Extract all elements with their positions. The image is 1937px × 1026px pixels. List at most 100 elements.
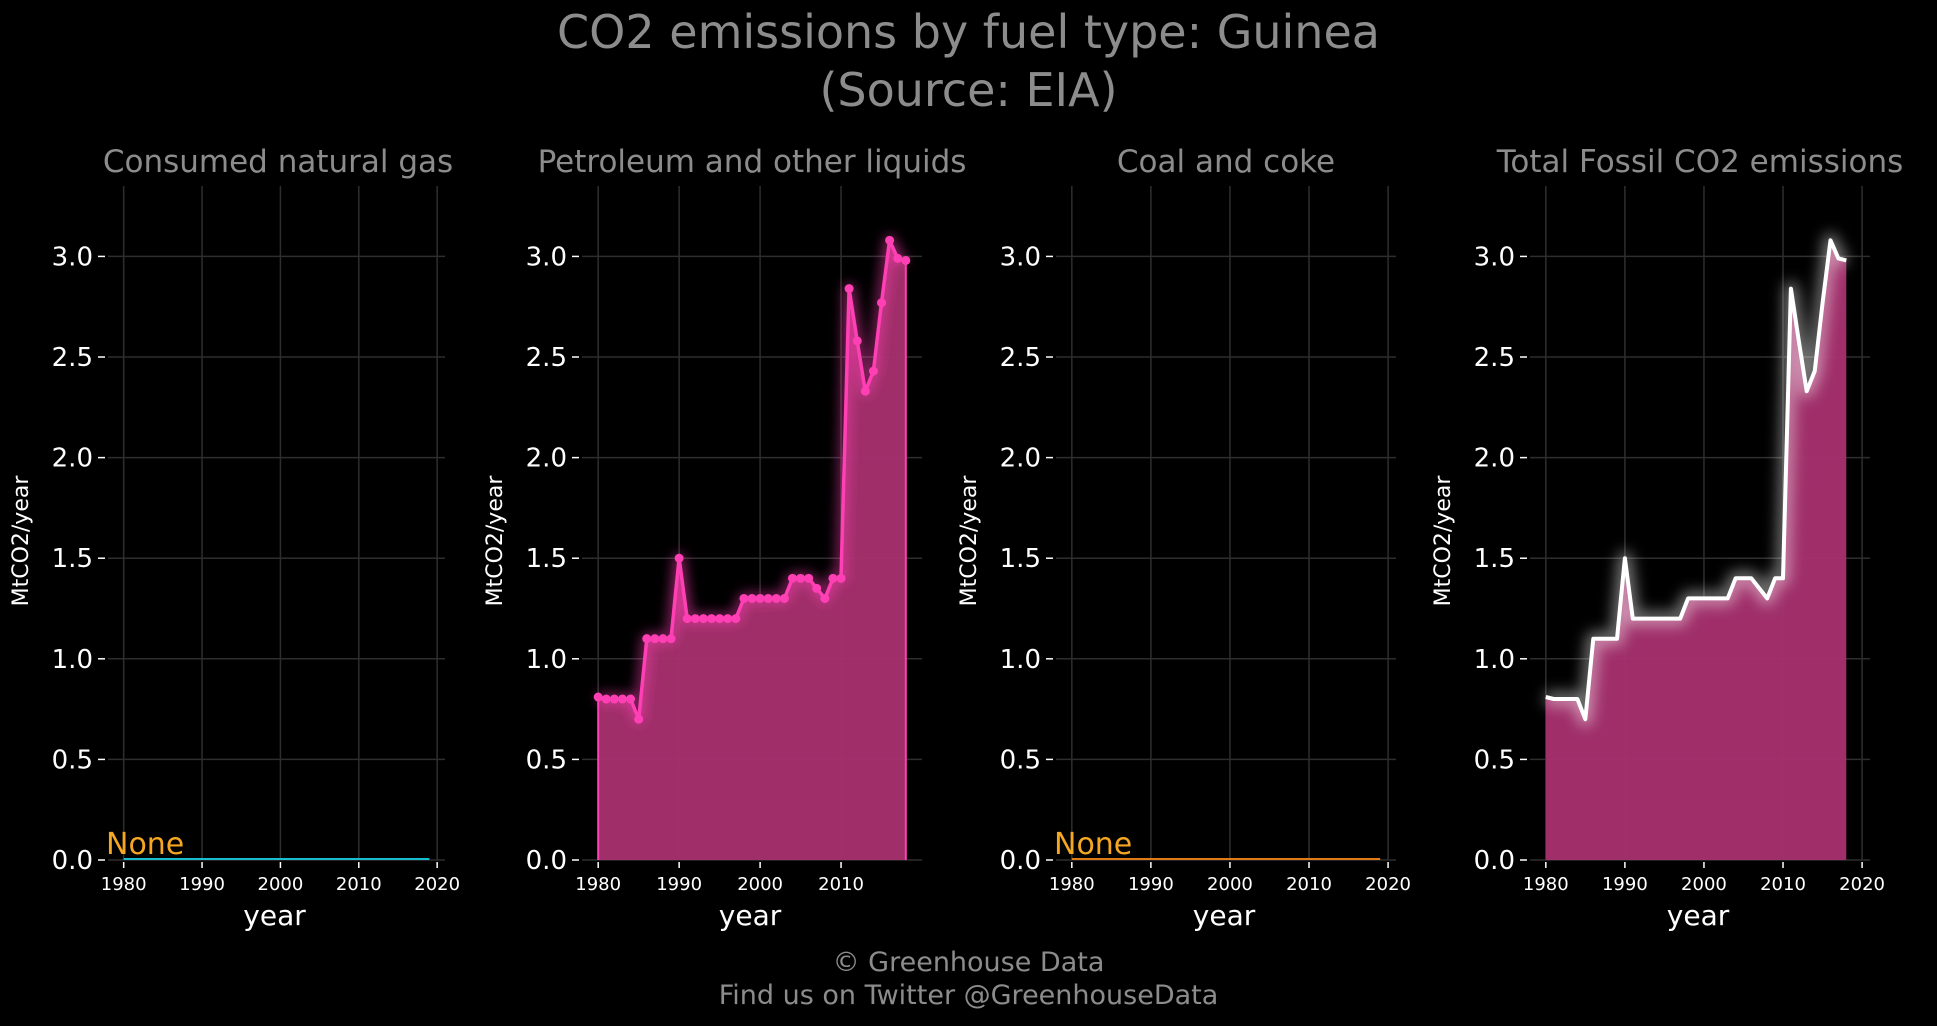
data-point — [747, 593, 757, 603]
series-line — [1545, 238, 1847, 722]
data-point — [634, 714, 644, 724]
panel-title: Petroleum and other liquids — [538, 144, 967, 180]
panel-title: Consumed natural gas — [103, 144, 453, 180]
x-axis-label: year — [1193, 899, 1256, 932]
data-point — [844, 284, 854, 294]
y-tick-label: 1.5 — [1000, 544, 1041, 574]
x-tick-label: 2000 — [737, 874, 783, 895]
y-tick-label: 0.5 — [1000, 745, 1041, 775]
x-tick-label: 1980 — [1523, 874, 1569, 895]
x-tick-label: 2010 — [336, 874, 382, 895]
y-axis-label: MtCO2/year — [957, 475, 982, 607]
x-axis-label: year — [719, 899, 782, 932]
data-point — [763, 593, 773, 603]
none-annotation: None — [106, 827, 184, 862]
data-point — [650, 634, 660, 644]
y-tick-label: 3.0 — [1474, 242, 1515, 272]
y-tick-label: 2.0 — [526, 444, 567, 474]
y-tick-label: 2.5 — [52, 343, 93, 373]
y-tick-label: 0.0 — [526, 846, 567, 876]
x-tick-label: 2020 — [1365, 874, 1411, 895]
x-tick-label: 1990 — [656, 874, 702, 895]
data-point — [723, 614, 733, 624]
data-point — [731, 614, 741, 624]
data-point — [868, 366, 878, 376]
x-axis-label: year — [243, 899, 306, 932]
y-tick-label: 2.0 — [52, 444, 93, 474]
y-tick-label: 1.0 — [1474, 645, 1515, 675]
data-point — [601, 694, 611, 704]
y-tick-label: 1.0 — [1000, 645, 1041, 675]
x-tick-label: 1990 — [1602, 874, 1648, 895]
y-axis-label: MtCO2/year — [1431, 475, 1456, 607]
data-point — [755, 593, 765, 603]
x-tick-label: 1990 — [1128, 874, 1174, 895]
panel-2: 0.0 0.5 1.0 1.5 2.0 2.5 3.0 1980 1990 2000 2010 Pet… — [483, 144, 966, 932]
y-axis-label: MtCO2/year — [9, 475, 34, 607]
x-axis-label: year — [1667, 899, 1730, 932]
y-tick-label: 1.5 — [52, 544, 93, 574]
data-point — [893, 253, 903, 263]
y-axis-label: MtCO2/year — [483, 475, 508, 607]
data-point — [658, 634, 668, 644]
data-point — [715, 614, 725, 624]
panel-3: 0.0 0.5 1.0 1.5 2.0 2.5 3.0 1980 1990 2000 2010 202… — [957, 144, 1411, 932]
x-tick-label: 1990 — [179, 874, 225, 895]
data-point — [860, 386, 870, 396]
none-annotation: None — [1054, 827, 1132, 862]
panel-title: Total Fossil CO2 emissions — [1496, 144, 1904, 180]
x-tick-label: 2000 — [258, 874, 304, 895]
footer-copyright: © Greenhouse Data — [832, 947, 1105, 978]
y-tick-label: 3.0 — [52, 242, 93, 272]
data-point — [626, 694, 636, 704]
data-point — [901, 255, 911, 265]
y-tick-label: 2.5 — [1474, 343, 1515, 373]
x-tick-label: 1980 — [1049, 874, 1095, 895]
y-tick-label: 2.5 — [526, 343, 567, 373]
y-tick-label: 1.0 — [52, 645, 93, 675]
data-point — [707, 614, 717, 624]
x-tick-label: 2010 — [1286, 874, 1332, 895]
data-point — [820, 593, 830, 603]
data-point — [852, 336, 862, 346]
data-point — [609, 694, 619, 704]
data-point — [796, 573, 806, 583]
y-tick-label: 3.0 — [526, 242, 567, 272]
footer-twitter: Find us on Twitter @GreenhouseData — [718, 980, 1219, 1011]
y-tick-label: 2.0 — [1000, 444, 1041, 474]
data-point — [666, 634, 676, 644]
y-tick-label: 0.0 — [1474, 846, 1515, 876]
data-point — [674, 553, 684, 563]
x-tick-label: 2020 — [414, 874, 460, 895]
y-tick-label: 1.5 — [526, 544, 567, 574]
data-point — [885, 235, 895, 245]
data-point — [739, 593, 749, 603]
data-point — [812, 583, 822, 593]
y-tick-label: 0.5 — [52, 745, 93, 775]
data-point — [877, 298, 887, 308]
y-tick-label: 0.0 — [52, 846, 93, 876]
y-tick-label: 2.5 — [1000, 343, 1041, 373]
data-point — [779, 593, 789, 603]
y-tick-label: 0.5 — [526, 745, 567, 775]
data-point — [828, 573, 838, 583]
data-point — [682, 614, 692, 624]
data-point — [804, 573, 814, 583]
chart-title-line-2: (Source: EIA) — [819, 63, 1118, 117]
y-tick-label: 1.5 — [1474, 544, 1515, 574]
x-tick-label: 2020 — [1839, 874, 1885, 895]
panel-1: 0.0 0.5 1.0 1.5 2.0 2.5 3.0 1980 1990 2000 2010 202… — [9, 144, 460, 932]
data-point — [642, 634, 652, 644]
data-point — [617, 694, 627, 704]
x-tick-label: 2000 — [1207, 874, 1253, 895]
series-area — [1545, 240, 1847, 861]
y-tick-label: 3.0 — [1000, 242, 1041, 272]
y-tick-label: 0.0 — [1000, 846, 1041, 876]
x-tick-label: 2010 — [818, 874, 864, 895]
x-tick-label: 2000 — [1681, 874, 1727, 895]
series-area — [598, 240, 906, 861]
panel-title: Coal and coke — [1117, 144, 1335, 180]
data-point — [836, 573, 846, 583]
x-tick-label: 2010 — [1760, 874, 1806, 895]
